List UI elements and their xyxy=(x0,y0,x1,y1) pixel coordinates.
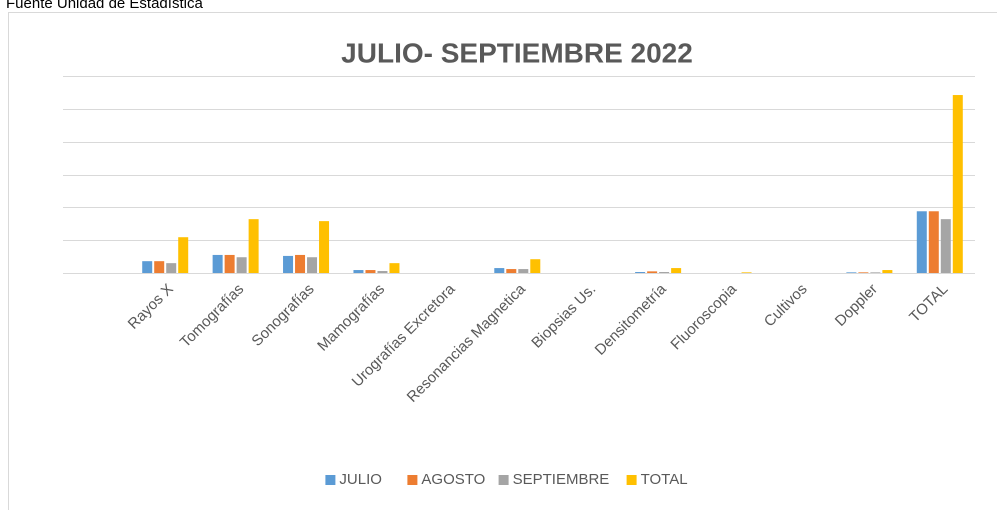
x-tick-label: Biopsias Us. xyxy=(528,281,599,352)
bar xyxy=(248,219,259,273)
bar xyxy=(647,271,658,273)
x-tick-label: Cultivos xyxy=(761,281,811,331)
bar xyxy=(283,255,294,273)
x-tick-label: TOTAL xyxy=(906,281,951,326)
legend-swatch xyxy=(407,475,418,485)
bar xyxy=(635,272,646,273)
bar xyxy=(236,257,247,273)
legend-swatch xyxy=(498,475,509,485)
x-tick-label: Tomografías xyxy=(177,281,247,351)
bar xyxy=(940,219,951,273)
bar xyxy=(295,254,306,273)
legend-swatch xyxy=(325,475,336,485)
bar xyxy=(870,272,881,273)
legend-label: JULIO xyxy=(339,471,382,488)
bar xyxy=(530,259,541,273)
bar xyxy=(659,272,670,273)
bar xyxy=(166,263,177,273)
bar xyxy=(928,211,939,273)
x-tick-label: Mamografías xyxy=(314,281,388,355)
bar xyxy=(858,272,869,273)
legend-swatch xyxy=(626,475,637,485)
chart-frame xyxy=(8,12,997,510)
legend-label: SEPTIEMBRE xyxy=(513,471,610,488)
bar xyxy=(741,272,752,273)
bar xyxy=(319,221,330,273)
x-tick-label: Resonancias Magnetica xyxy=(404,280,530,406)
x-tick-label: Fluoroscopia xyxy=(667,280,740,353)
source-note: Fuente Unidad de Estadística xyxy=(6,0,203,12)
bar xyxy=(518,269,529,273)
bar xyxy=(952,95,963,273)
bar xyxy=(353,270,364,273)
bar xyxy=(377,271,388,273)
bar xyxy=(916,211,927,273)
bar xyxy=(882,270,893,273)
bar xyxy=(506,269,517,273)
legend-label: AGOSTO xyxy=(421,471,485,488)
bar xyxy=(365,270,376,273)
chart-title: JULIO- SEPTIEMBRE 2022 xyxy=(341,37,693,68)
bar xyxy=(142,261,153,273)
x-tick-label: Sonografías xyxy=(248,281,317,350)
x-tick-label: Densitometría xyxy=(592,280,671,359)
bar xyxy=(846,272,857,273)
bar xyxy=(212,254,223,273)
x-tick-label: Rayos X xyxy=(125,281,177,333)
bar xyxy=(224,254,235,273)
bar xyxy=(494,268,505,273)
legend-label: TOTAL xyxy=(641,471,688,488)
bar xyxy=(154,261,165,273)
bar xyxy=(178,237,189,273)
bar xyxy=(389,263,400,273)
x-tick-label: Doppler xyxy=(832,281,881,330)
bar xyxy=(671,268,682,273)
bar xyxy=(307,257,318,273)
